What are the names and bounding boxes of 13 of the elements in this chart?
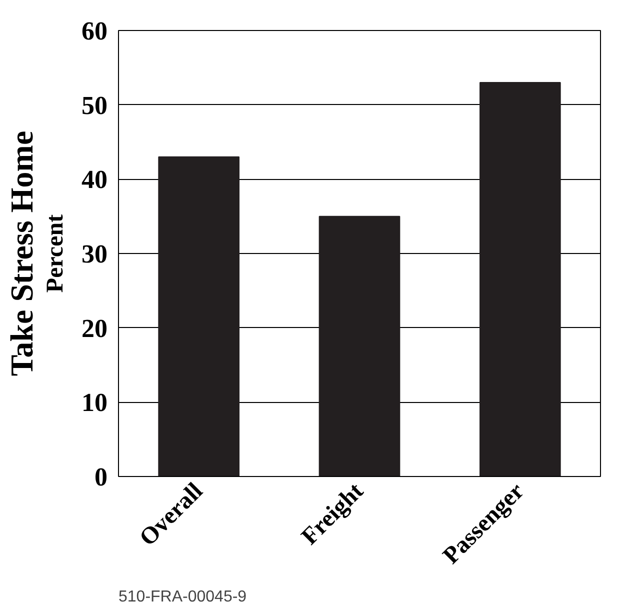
bar	[158, 156, 240, 476]
y-tick-label: 30	[82, 240, 108, 268]
y-tick-label: 20	[82, 314, 108, 343]
y-tick-label: 50	[82, 90, 108, 120]
y-tick-label: 40	[82, 165, 108, 194]
y-tick-label: 10	[82, 388, 108, 418]
text: 510-FRA-00045-9	[118, 588, 247, 606]
text: Percent	[42, 214, 68, 293]
y-tick-label: 60	[82, 16, 108, 46]
bar	[480, 82, 561, 476]
y-axis-title: Take Stress Home	[4, 130, 40, 376]
bar	[318, 216, 400, 476]
y-tick-label: 0	[94, 462, 108, 492]
